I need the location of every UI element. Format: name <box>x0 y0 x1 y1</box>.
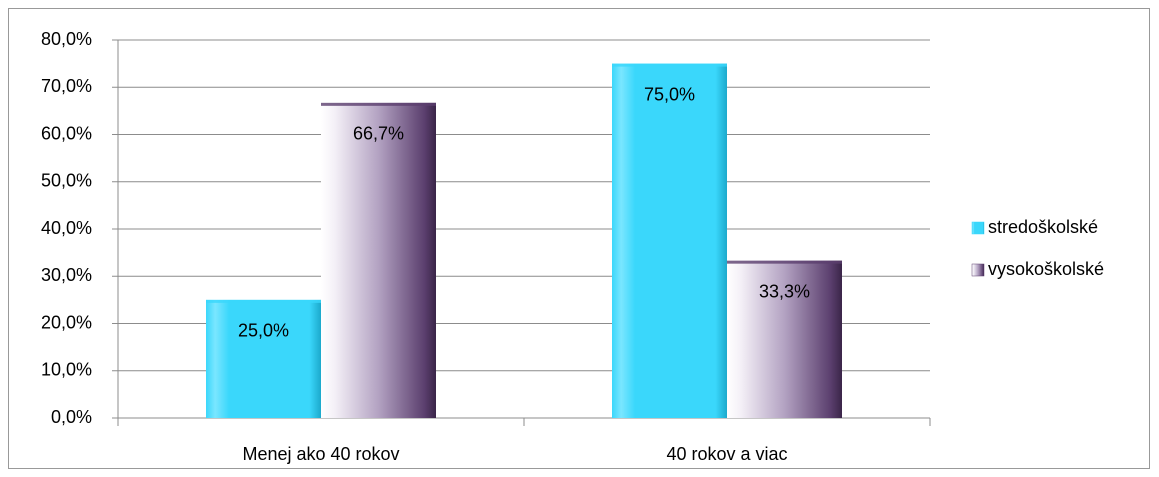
y-tick-label: 50,0% <box>41 171 92 191</box>
y-tick-label: 80,0% <box>41 29 92 49</box>
x-tick-label: 40 rokov a viac <box>666 444 787 464</box>
bar-top <box>727 260 842 264</box>
bar <box>321 102 436 418</box>
legend-swatch <box>971 221 985 235</box>
y-tick-label: 20,0% <box>41 312 92 332</box>
y-tick-label: 0,0% <box>51 407 92 427</box>
data-label: 66,7% <box>353 124 404 144</box>
bar-top <box>321 102 436 106</box>
bar-top <box>612 63 727 67</box>
x-tick-label: Menej ako 40 rokov <box>242 444 399 464</box>
y-tick-label: 30,0% <box>41 265 92 285</box>
legend-label: vysokoškolské <box>988 259 1104 279</box>
y-tick-label: 60,0% <box>41 123 92 143</box>
y-tick-label: 40,0% <box>41 218 92 238</box>
data-label: 25,0% <box>238 321 289 341</box>
data-label: 33,3% <box>759 281 810 301</box>
data-label: 75,0% <box>644 84 695 104</box>
y-tick-label: 10,0% <box>41 360 92 380</box>
chart-border <box>8 8 1150 469</box>
legend-swatch <box>971 263 985 277</box>
y-tick-label: 70,0% <box>41 76 92 96</box>
bar <box>727 260 842 418</box>
bar-top <box>206 299 321 303</box>
legend-label: stredoškolské <box>988 217 1098 237</box>
bar <box>206 299 321 418</box>
bar <box>612 63 727 418</box>
